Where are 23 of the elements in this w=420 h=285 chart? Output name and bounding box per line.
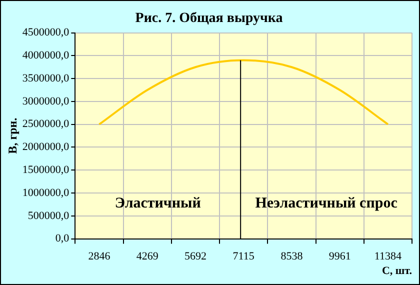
y-tick-label: 4500000,0 [22, 26, 70, 39]
x-tick-label: 2846 [88, 250, 111, 262]
y-tick-label: 4000000,0 [22, 50, 70, 62]
x-tick-label: 11384 [374, 250, 402, 262]
chart-title: Рис. 7. Общая выручка [135, 11, 283, 26]
x-tick-label: 8538 [280, 250, 304, 262]
x-tick-label: 5692 [184, 250, 206, 262]
annotation: Эластичный [114, 196, 202, 212]
y-tick-label: 2500000,0 [22, 118, 70, 130]
y-tick-label: 500000,0 [28, 210, 70, 222]
x-tick-label: 4269 [136, 250, 159, 262]
annotation: Неэластичный спрос [255, 196, 398, 212]
y-tick-label: 1500000,0 [22, 164, 70, 176]
x-tick-label: 7115 [232, 250, 255, 262]
y-tick-label: 1000000,0 [22, 186, 70, 199]
x-tick-label: 9961 [328, 250, 351, 262]
y-axis-title: В, грн. [5, 118, 20, 154]
line-series [98, 59, 389, 126]
y-tick-label: 0,0 [55, 232, 70, 245]
y-tick-label: 3500000,0 [22, 72, 70, 84]
x-axis-title: С, шт. [382, 264, 412, 277]
y-tick-label: 3000000,0 [22, 95, 70, 108]
y-tick-label: 2000000,0 [22, 141, 70, 154]
